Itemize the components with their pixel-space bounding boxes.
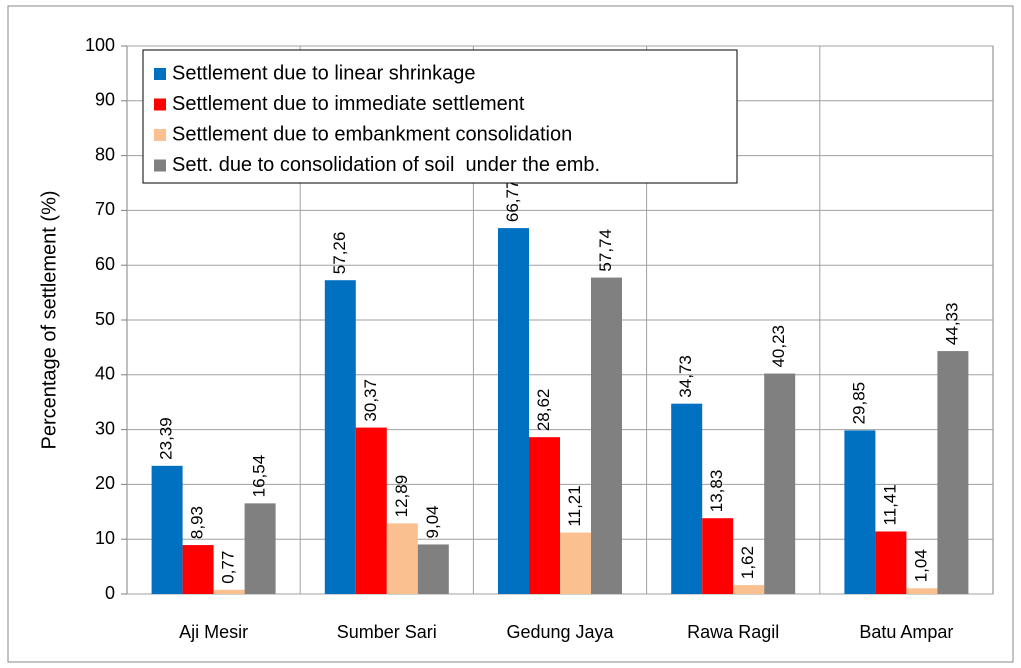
bar [733, 585, 765, 594]
bar [417, 544, 449, 594]
data-label: 34,73 [676, 355, 695, 398]
data-label: 11,41 [880, 484, 899, 525]
legend-label: Settlement due to immediate settlement [172, 93, 525, 115]
x-tick-label: Batu Ampar [859, 622, 953, 642]
bar [213, 589, 245, 594]
bar [937, 351, 969, 594]
legend-swatch [154, 68, 166, 80]
legend-swatch [154, 129, 166, 141]
bar [764, 373, 796, 594]
data-label: 44,33 [942, 303, 961, 346]
data-label: 28,62 [534, 389, 553, 432]
bar [151, 465, 183, 594]
data-label: 12,89 [392, 475, 411, 518]
bar [386, 523, 418, 594]
bar [671, 403, 703, 594]
legend-swatch [154, 159, 166, 172]
bar [844, 430, 876, 594]
x-tick-label: Gedung Jaya [506, 622, 614, 642]
bar [591, 277, 622, 594]
legend-label: Settlement due to embankment consolidati… [172, 123, 572, 145]
bar [875, 531, 907, 594]
y-tick-label: 70 [95, 199, 115, 219]
data-label: 9,04 [423, 505, 442, 538]
y-tick-label: 90 [95, 90, 115, 110]
bar [560, 532, 591, 594]
bar [702, 518, 734, 594]
y-tick-label: 0 [105, 583, 115, 603]
data-label: 23,39 [157, 417, 176, 460]
x-tick-label: Aji Mesir [179, 622, 248, 642]
y-tick-label: 10 [95, 528, 115, 548]
y-tick-label: 100 [85, 35, 115, 55]
data-label: 40,23 [769, 325, 788, 368]
data-label: 11,21 [565, 485, 584, 526]
bar [498, 228, 529, 594]
data-label: 1,04 [911, 549, 930, 582]
bar [324, 280, 356, 594]
data-label: 29,85 [849, 382, 868, 425]
legend-box [142, 49, 738, 184]
legend-swatch [154, 98, 166, 111]
x-tick-label: Rawa Ragil [687, 622, 779, 642]
bar [244, 503, 276, 594]
x-tick-label: Sumber Sari [337, 622, 437, 642]
y-tick-label: 80 [95, 144, 115, 164]
bar [182, 545, 214, 594]
y-tick-label: 40 [95, 364, 115, 384]
data-label: 57,26 [330, 232, 349, 275]
legend-label: Sett. due to consolidation of soil under… [172, 154, 600, 176]
data-label: 8,93 [188, 506, 207, 539]
bar [906, 588, 938, 594]
data-label: 0,77 [219, 551, 238, 584]
data-label: 30,37 [361, 379, 380, 422]
data-label: 66,77 [503, 180, 522, 223]
y-tick-label: 50 [95, 309, 115, 329]
bar [529, 437, 560, 594]
legend-label: Settlement due to linear shrinkage [172, 62, 476, 84]
y-tick-label: 60 [95, 254, 115, 274]
data-label: 1,62 [738, 546, 757, 579]
data-label: 16,54 [250, 455, 269, 498]
data-label: 13,83 [707, 470, 726, 513]
bar [355, 427, 387, 594]
y-tick-label: 20 [95, 473, 115, 493]
data-label: 57,74 [596, 229, 615, 272]
y-tick-label: 30 [95, 418, 115, 438]
y-axis-title: Percentage of settlement (%) [38, 190, 60, 449]
